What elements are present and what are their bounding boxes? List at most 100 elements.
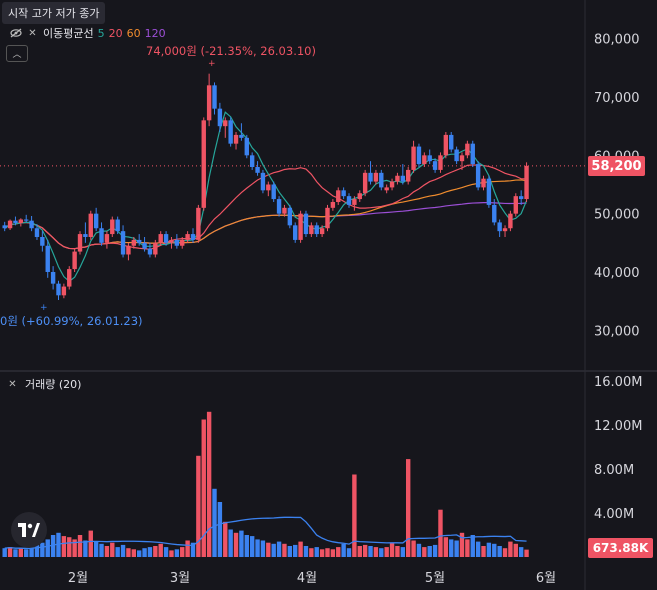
volume-bar: [395, 546, 400, 557]
candle-body: [185, 234, 190, 240]
ma60-line: [4, 179, 527, 250]
candle-body: [454, 149, 459, 162]
volume-bar: [228, 529, 233, 557]
x-tick-label: 5월: [425, 571, 445, 586]
volume-ma-line: [4, 516, 527, 550]
candle-body: [99, 228, 104, 243]
volume-bar: [50, 535, 56, 557]
volume-bar: [416, 543, 422, 557]
candle-body: [298, 213, 303, 240]
candle-body: [190, 234, 196, 240]
candle-body: [244, 137, 249, 156]
candle-body: [180, 239, 185, 246]
candle-body: [438, 155, 443, 170]
candle-body: [325, 207, 330, 229]
candle-body: [255, 166, 260, 173]
candle-body: [169, 239, 174, 243]
candle-body: [29, 220, 34, 229]
candle-body: [276, 199, 282, 214]
volume-bar: [443, 537, 449, 557]
volume-bar: [7, 547, 13, 557]
volume-bar: [379, 548, 384, 557]
volume-bar: [459, 532, 465, 557]
candle-body: [271, 184, 276, 200]
candle-body: [7, 220, 13, 229]
volume-bar: [185, 540, 190, 557]
volume-bar: [303, 546, 309, 557]
volume-bar: [239, 530, 244, 557]
volume-bar: [411, 540, 416, 557]
candle-body: [303, 213, 309, 235]
volume-bar: [34, 544, 40, 557]
volume-bar: [158, 543, 163, 557]
volume-bar: [492, 543, 497, 557]
ma-period-5: 5: [97, 26, 105, 40]
volume-bar: [40, 542, 45, 557]
candle-body: [163, 234, 169, 243]
volume-bar: [201, 419, 206, 557]
ma-legend-label: 이동평균선: [43, 27, 94, 40]
ma20-line: [4, 164, 527, 250]
candle-body: [147, 248, 153, 255]
volume-bar: [24, 549, 29, 557]
ohlc-legend: 시작 고가 저가 종가: [2, 2, 106, 24]
volume-bar: [384, 547, 389, 557]
candle-body: [110, 219, 115, 235]
volume-bar: [282, 543, 287, 557]
candle-body: [206, 85, 212, 121]
volume-bar: [104, 546, 110, 557]
candle-body: [287, 207, 293, 226]
candle-body: [126, 245, 131, 255]
collapse-legend-button[interactable]: ︿: [6, 45, 28, 62]
tradingview-logo[interactable]: [11, 512, 47, 548]
tradingview-logo-icon: [18, 523, 40, 537]
volume-bar: [93, 541, 99, 557]
candle-body: [18, 219, 24, 223]
candle-body: [475, 164, 481, 188]
eye-off-icon[interactable]: [9, 27, 22, 40]
volume-bar: [153, 546, 158, 557]
ma-period-60: 60: [126, 26, 141, 40]
volume-bar: [99, 543, 104, 557]
candle-body: [416, 146, 422, 165]
volume-bar: [373, 547, 379, 557]
candle-body: [395, 175, 400, 182]
volume-bar: [88, 530, 93, 557]
volume-tick-label: 4.00M: [594, 507, 634, 522]
x-tick-label: 3월: [170, 571, 190, 586]
volume-bar: [352, 474, 357, 557]
candle-body: [481, 178, 486, 188]
close-icon[interactable]: ✕: [28, 27, 37, 39]
candle-body: [362, 172, 368, 194]
candle-body: [314, 225, 319, 235]
close-icon[interactable]: ✕: [8, 378, 17, 390]
candle-body: [2, 225, 7, 229]
volume-bar: [524, 549, 529, 557]
volume-bar: [346, 548, 352, 557]
volume-bar: [13, 549, 18, 557]
candle-body: [158, 234, 163, 243]
volume-bar: [120, 544, 126, 557]
volume-bar: [190, 542, 196, 557]
candle-body: [384, 187, 389, 191]
candle-body: [24, 219, 29, 221]
volume-bar: [319, 549, 325, 557]
candle-body: [319, 228, 325, 235]
volume-bar: [131, 549, 137, 557]
volume-bar: [233, 532, 239, 557]
high-marker: +: [208, 59, 216, 69]
candle-body: [524, 165, 529, 200]
candle-body: [115, 219, 120, 232]
x-tick-label: 4월: [297, 571, 317, 586]
candle-body: [40, 236, 45, 246]
candle-body: [518, 196, 524, 200]
candle-body: [341, 190, 346, 197]
volume-bar: [502, 548, 508, 557]
volume-bar: [287, 546, 293, 557]
volume-bar: [260, 540, 266, 557]
candle-body: [502, 228, 508, 232]
candle-body: [50, 271, 56, 284]
volume-bar: [427, 546, 432, 557]
volume-bar: [72, 539, 77, 557]
